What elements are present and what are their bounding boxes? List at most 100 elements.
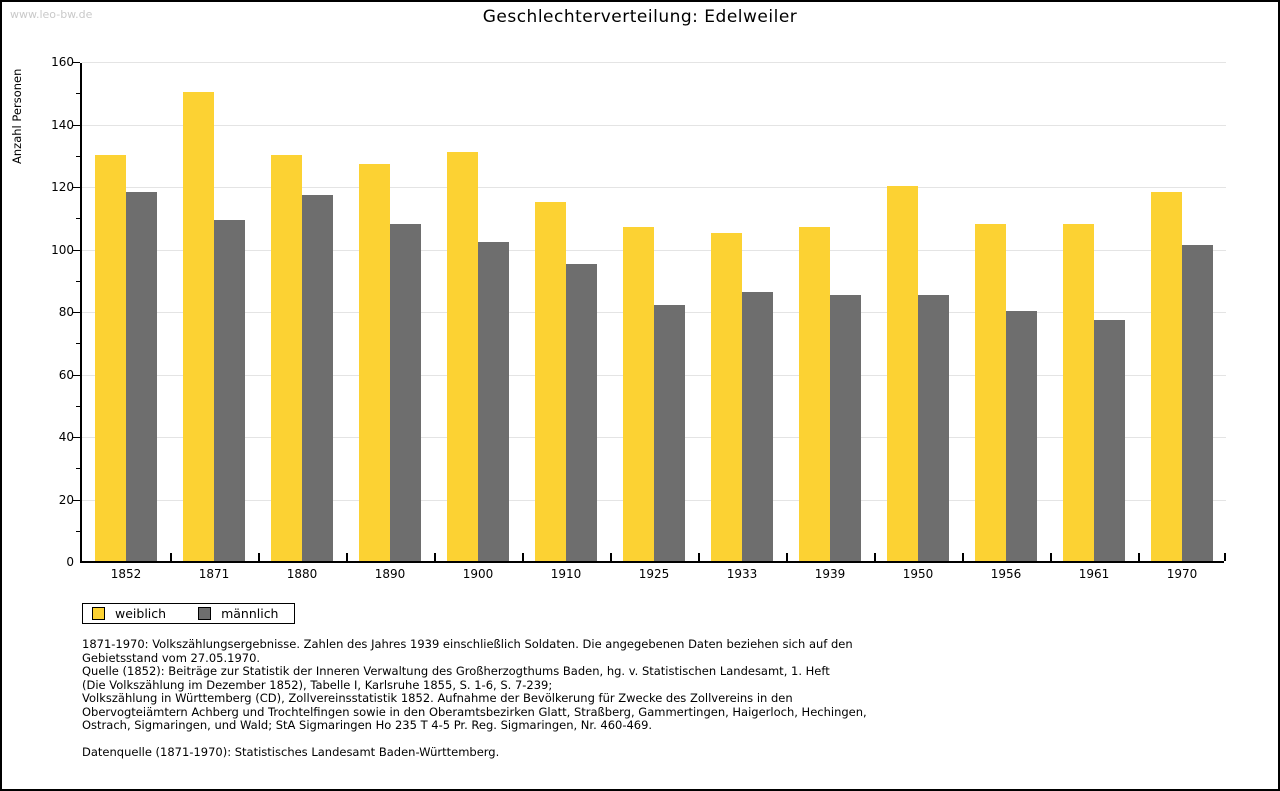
footnote-line: Quelle (1852): Beiträge zur Statistik de… — [82, 664, 830, 678]
x-axis-tick — [610, 553, 612, 561]
y-axis-minor-tick — [76, 530, 80, 532]
gridline — [82, 187, 1226, 188]
y-tick-label: 60 — [58, 367, 74, 382]
y-axis-tick — [73, 437, 80, 438]
y-axis-tick — [73, 499, 80, 501]
x-axis-tick — [346, 553, 348, 561]
bar-männlich-1950 — [918, 295, 949, 561]
bar-weiblich-1871 — [183, 92, 214, 561]
bar-männlich-1890 — [390, 223, 421, 561]
bar-männlich-1933 — [742, 292, 773, 561]
bar-weiblich-1890 — [359, 164, 390, 561]
gridline — [82, 249, 1226, 251]
x-axis-tick — [1138, 553, 1140, 561]
y-axis-minor-tick — [76, 280, 80, 282]
gridline — [82, 62, 1226, 63]
bar-weiblich-1950 — [887, 186, 918, 561]
x-axis-tick — [522, 553, 524, 561]
y-axis-tick — [73, 124, 80, 126]
x-axis-tick — [786, 553, 788, 561]
x-axis-tick — [698, 553, 700, 561]
footnote-line: Volkszählung in Württemberg (CD), Zollve… — [82, 691, 793, 705]
datasource-line: Datenquelle (1871-1970): Statistisches L… — [82, 745, 500, 759]
y-tick-label: 140 — [51, 117, 74, 132]
bar-männlich-1956 — [1006, 311, 1037, 561]
bar-weiblich-1880 — [271, 154, 302, 561]
bar-weiblich-1933 — [711, 232, 742, 561]
gridline — [82, 124, 1226, 126]
x-axis-tick — [1224, 553, 1226, 561]
legend-label: männlich — [221, 606, 279, 621]
bar-männlich-1880 — [302, 195, 333, 561]
chart-title: Geschlechterverteilung: Edelweiler — [482, 7, 798, 27]
bar-männlich-1871 — [214, 220, 245, 561]
y-tick-label: 120 — [51, 180, 74, 194]
y-tick-label: 20 — [58, 492, 74, 507]
y-tick-label: 100 — [51, 242, 74, 257]
footnote-line: Ostrach, Sigmaringen, und Wald; StA Sigm… — [82, 718, 653, 732]
footnotes: 1871-1970: Volkszählungsergebnisse. Zahl… — [82, 637, 867, 760]
x-axis-tick — [170, 553, 172, 561]
footnote-line: 1871-1970: Volkszählungsergebnisse. Zahl… — [82, 637, 853, 651]
y-axis-minor-tick — [76, 405, 80, 407]
footnote-line: Gebietsstand vom 27.05.1970. — [82, 650, 261, 665]
legend-label: weiblich — [115, 606, 167, 621]
x-axis-tick — [962, 553, 964, 561]
footnote-line: Obervogteiämtern Achberg und Trochtelfin… — [82, 704, 867, 719]
y-axis-tick — [73, 62, 80, 63]
bar-männlich-1900 — [478, 242, 509, 561]
bar-männlich-1970 — [1182, 245, 1213, 561]
watermark: www.leo-bw.de — [10, 8, 93, 21]
bar-weiblich-1956 — [975, 223, 1006, 561]
bar-weiblich-1900 — [447, 151, 478, 561]
y-tick-label: 80 — [58, 305, 74, 319]
x-tick-label: 1880 — [286, 567, 318, 581]
bar-weiblich-1852 — [95, 154, 126, 561]
bar-männlich-1925 — [654, 304, 685, 561]
x-axis-tick — [1050, 553, 1052, 561]
bar-männlich-1852 — [126, 192, 157, 561]
x-tick-label: 1950 — [902, 567, 934, 581]
footnote-line: (Die Volkszählung im Dezember 1852), Tab… — [82, 677, 553, 692]
bar-weiblich-1961 — [1063, 223, 1094, 561]
x-tick-label: 1871 — [198, 567, 230, 581]
x-axis-tick — [874, 553, 876, 561]
y-axis-minor-tick — [76, 155, 80, 157]
x-tick-label: 1910 — [550, 567, 582, 581]
x-tick-label: 1933 — [726, 567, 758, 581]
x-axis-tick — [434, 553, 436, 561]
x-tick-label: 1961 — [1078, 567, 1110, 581]
legend-item-weiblich: weiblich — [92, 606, 166, 621]
x-tick-label: 1890 — [374, 567, 406, 581]
bar-weiblich-1970 — [1151, 192, 1182, 561]
x-tick-label: 1925 — [638, 567, 670, 581]
plot-area: 0 20 40 60 80 100 120 140 160 1852 1871 1880 1890 190… — [51, 55, 1226, 581]
legend-swatch — [198, 607, 212, 620]
y-axis-minor-tick — [76, 93, 80, 95]
bar-männlich-1939 — [830, 295, 861, 561]
bar-weiblich-1910 — [535, 201, 566, 561]
legend-swatch — [92, 607, 105, 620]
y-axis-minor-tick — [76, 343, 80, 345]
x-tick-label: 1970 — [1166, 567, 1198, 581]
x-tick-label: 1900 — [462, 567, 494, 581]
bar-weiblich-1925 — [623, 226, 654, 561]
x-tick-label: 1852 — [110, 567, 142, 581]
y-axis-title: Anzahl Personen — [10, 68, 24, 164]
x-axis-tick — [258, 553, 260, 561]
y-tick-label: 0 — [66, 555, 74, 569]
legend: weiblich männlich — [82, 603, 296, 624]
y-axis-tick — [73, 374, 80, 376]
y-axis-tick — [73, 187, 80, 188]
bar-männlich-1910 — [566, 264, 597, 561]
bar-männlich-1961 — [1094, 320, 1125, 561]
y-axis-minor-tick — [76, 218, 80, 220]
y-axis-minor-tick — [76, 468, 80, 470]
y-tick-label: 40 — [58, 430, 74, 444]
y-tick-label: 160 — [51, 55, 74, 69]
x-tick-label: 1956 — [990, 567, 1022, 581]
x-tick-label: 1939 — [814, 567, 846, 581]
bar-weiblich-1939 — [799, 226, 830, 561]
legend-item-männlich: männlich — [198, 606, 278, 621]
